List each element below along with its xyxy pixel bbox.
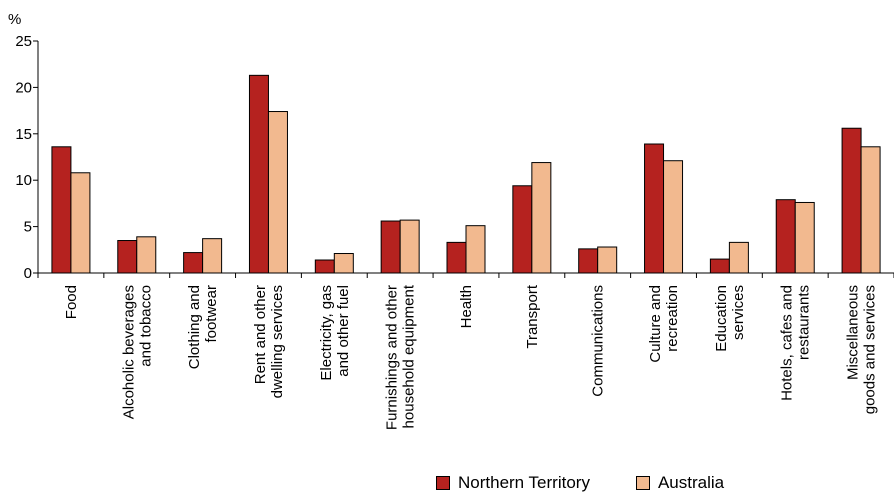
x-category-label: Communications xyxy=(590,285,607,397)
bar-northern-territory xyxy=(446,241,467,274)
y-axis-unit-label: % xyxy=(8,11,21,28)
x-category-label: Health xyxy=(458,285,475,328)
y-tick-label: 15 xyxy=(15,126,32,143)
y-tick-label: 25 xyxy=(15,33,32,50)
bar-australia xyxy=(333,253,354,274)
legend-item-australia: Australia xyxy=(635,473,725,493)
x-category-label: Clothing andfootwear xyxy=(186,285,220,369)
bar-australia xyxy=(70,172,91,274)
bar-northern-territory xyxy=(314,259,335,274)
bar-australia xyxy=(794,201,815,274)
bar-northern-territory xyxy=(380,220,401,274)
bar-australia xyxy=(202,238,223,274)
x-category-label: Furnishings and otherhousehold equipment xyxy=(384,284,418,430)
bar-northern-territory xyxy=(709,258,730,274)
bar-australia xyxy=(728,241,749,274)
legend-label-australia: Australia xyxy=(657,473,725,492)
bar-northern-territory xyxy=(183,252,204,274)
bar-australia xyxy=(399,219,420,274)
legend-swatch-northern-territory xyxy=(436,476,450,490)
bar-australia xyxy=(597,246,618,274)
x-category-label: Rent and otherdwelling services xyxy=(252,285,286,398)
x-category-label: Culture andrecreation xyxy=(647,285,681,363)
y-tick-label: 10 xyxy=(15,172,32,189)
bar-northern-territory xyxy=(578,248,599,274)
x-category-label: Transport xyxy=(524,284,541,348)
bar-australia xyxy=(860,146,881,274)
bar-australia xyxy=(465,225,486,274)
x-category-label: Food xyxy=(63,285,80,319)
legend-swatch-australia xyxy=(635,476,650,490)
legend-item-northern-territory: Northern Territory xyxy=(436,473,590,493)
legend-label-northern-territory: Northern Territory xyxy=(458,473,590,492)
bar-chart: % 0 5 10 15 20 25 Food Alcoholic beveragesand … xyxy=(8,11,894,430)
bar-australia xyxy=(267,111,288,274)
x-category-label: Hotels, cafes andrestaurants xyxy=(779,285,813,401)
bar-northern-territory xyxy=(117,240,138,274)
bar-northern-territory xyxy=(841,127,862,274)
bar-australia xyxy=(663,160,684,274)
bar-northern-territory xyxy=(512,185,533,274)
x-category-label: Electricity, gasand other fuel xyxy=(318,285,352,381)
bar-australia xyxy=(531,162,552,274)
bar-northern-territory xyxy=(775,199,796,274)
y-tick-label: 20 xyxy=(15,79,32,96)
y-tick-label: 5 xyxy=(24,219,32,236)
bar-northern-territory xyxy=(248,74,269,274)
y-tick-label: 0 xyxy=(24,265,32,282)
x-category-label: Miscellaneousgoods and services xyxy=(845,285,879,414)
bar-australia xyxy=(136,236,157,274)
x-category-label: Alcoholic beveragesand tobacco xyxy=(120,285,154,419)
bar-northern-territory xyxy=(51,146,72,274)
legend: Northern Territory Australia xyxy=(436,473,770,493)
bar-northern-territory xyxy=(644,143,665,274)
x-category-label: Educationservices xyxy=(713,285,747,352)
